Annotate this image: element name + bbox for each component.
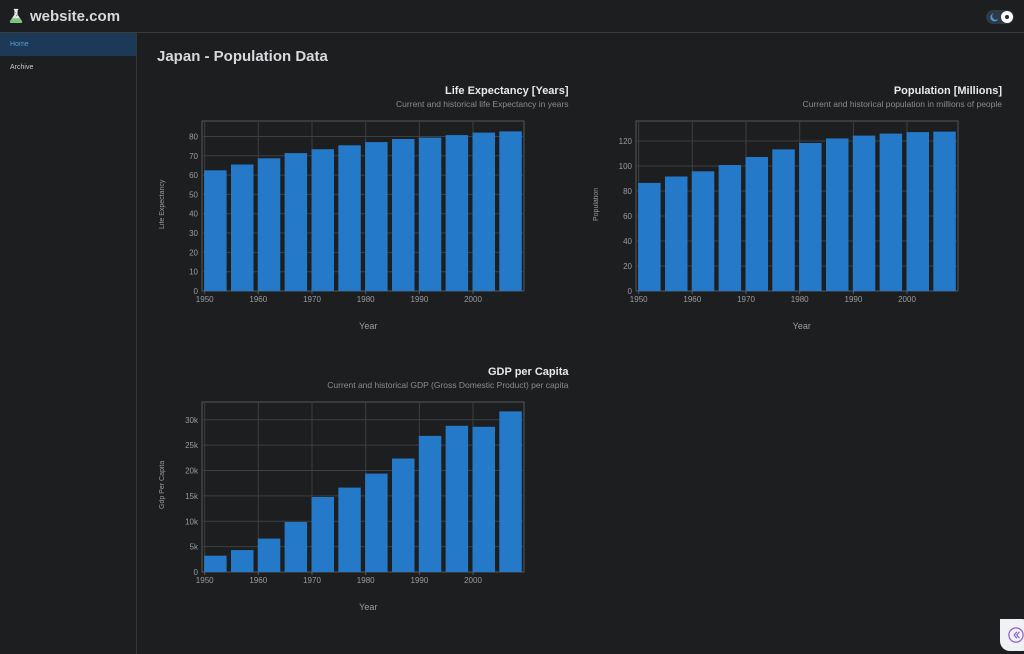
svg-text:1960: 1960 <box>249 295 267 304</box>
svg-text:1990: 1990 <box>411 576 429 585</box>
svg-text:60: 60 <box>189 171 198 180</box>
svg-text:70: 70 <box>189 152 198 161</box>
svg-text:1950: 1950 <box>196 295 214 304</box>
svg-text:2000: 2000 <box>464 295 482 304</box>
svg-text:20: 20 <box>623 262 632 271</box>
svg-text:60: 60 <box>623 212 632 221</box>
svg-text:1980: 1980 <box>790 295 808 304</box>
svg-text:20: 20 <box>189 248 198 257</box>
svg-text:1970: 1970 <box>303 295 321 304</box>
svg-text:40: 40 <box>623 237 632 246</box>
svg-text:10: 10 <box>189 268 198 277</box>
svg-text:2000: 2000 <box>464 576 482 585</box>
svg-text:1960: 1960 <box>249 576 267 585</box>
svg-text:50: 50 <box>189 190 198 199</box>
svg-text:30: 30 <box>189 229 198 238</box>
svg-text:1990: 1990 <box>844 295 862 304</box>
svg-text:30k: 30k <box>185 416 199 425</box>
svg-text:5k: 5k <box>190 543 199 552</box>
svg-text:2000: 2000 <box>898 295 916 304</box>
svg-text:40: 40 <box>189 210 198 219</box>
svg-text:1970: 1970 <box>303 576 321 585</box>
svg-text:1950: 1950 <box>629 295 647 304</box>
svg-text:1970: 1970 <box>737 295 755 304</box>
svg-text:10k: 10k <box>185 517 199 526</box>
svg-text:1960: 1960 <box>683 295 701 304</box>
svg-text:1990: 1990 <box>411 295 429 304</box>
svg-text:80: 80 <box>623 187 632 196</box>
svg-text:15k: 15k <box>185 492 199 501</box>
svg-text:20k: 20k <box>185 467 199 476</box>
svg-text:120: 120 <box>618 137 632 146</box>
svg-text:1950: 1950 <box>196 576 214 585</box>
svg-text:1980: 1980 <box>357 295 375 304</box>
svg-text:25k: 25k <box>185 441 199 450</box>
svg-text:100: 100 <box>618 162 632 171</box>
svg-text:1980: 1980 <box>357 576 375 585</box>
svg-text:80: 80 <box>189 133 198 142</box>
